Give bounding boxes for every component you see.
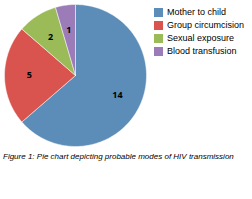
svg-text:2: 2 <box>48 30 53 43</box>
html-text:Figure 1: Pie chart depicting: Figure 1: Pie chart depicting probable m… <box>3 152 234 161</box>
svg-text:5: 5 <box>27 68 32 81</box>
svg-text:14: 14 <box>112 88 122 101</box>
html-text:Blood transfusion: Blood transfusion <box>167 46 237 56</box>
html-text:Mother to child: Mother to child <box>167 7 226 17</box>
svg-text:1: 1 <box>66 23 71 36</box>
html-text:Group circumcision: Group circumcision <box>167 20 244 30</box>
html-text:Sexual exposure: Sexual exposure <box>167 33 234 43</box>
